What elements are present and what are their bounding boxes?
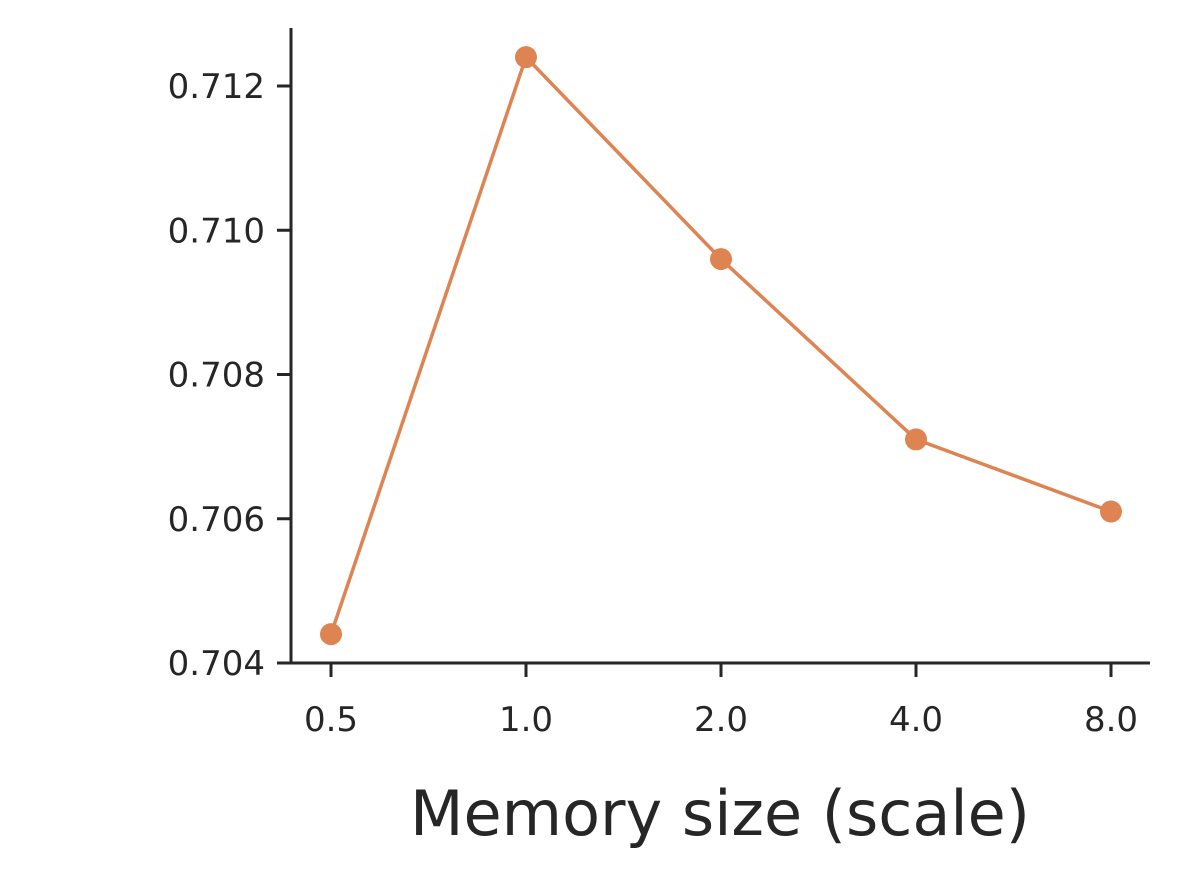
data-point <box>1100 500 1122 523</box>
x-tick-label: 1.0 <box>499 700 553 740</box>
x-axis-title: Memory size (scale) <box>410 777 1030 850</box>
y-axis-ticks: 0.704 0.706 0.708 0.710 0.712 <box>168 67 291 684</box>
data-point <box>905 428 927 451</box>
x-tick-label: 2.0 <box>694 700 748 740</box>
data-point <box>710 248 732 271</box>
x-axis-ticks: 0.5 1.0 2.0 4.0 8.0 <box>304 663 1138 740</box>
series-line <box>329 55 1112 635</box>
x-tick-label: 4.0 <box>889 700 943 740</box>
x-tick-label: 0.5 <box>304 700 358 740</box>
x-tick-label: 8.0 <box>1084 700 1138 740</box>
series-layer <box>320 46 1122 646</box>
y-tick-label: 0.710 <box>168 211 265 251</box>
data-point <box>515 46 537 69</box>
data-point <box>320 623 342 646</box>
y-tick-label: 0.712 <box>168 67 265 107</box>
y-tick-label: 0.708 <box>168 356 265 396</box>
y-tick-label: 0.704 <box>168 644 265 684</box>
y-tick-label: 0.706 <box>168 500 265 540</box>
